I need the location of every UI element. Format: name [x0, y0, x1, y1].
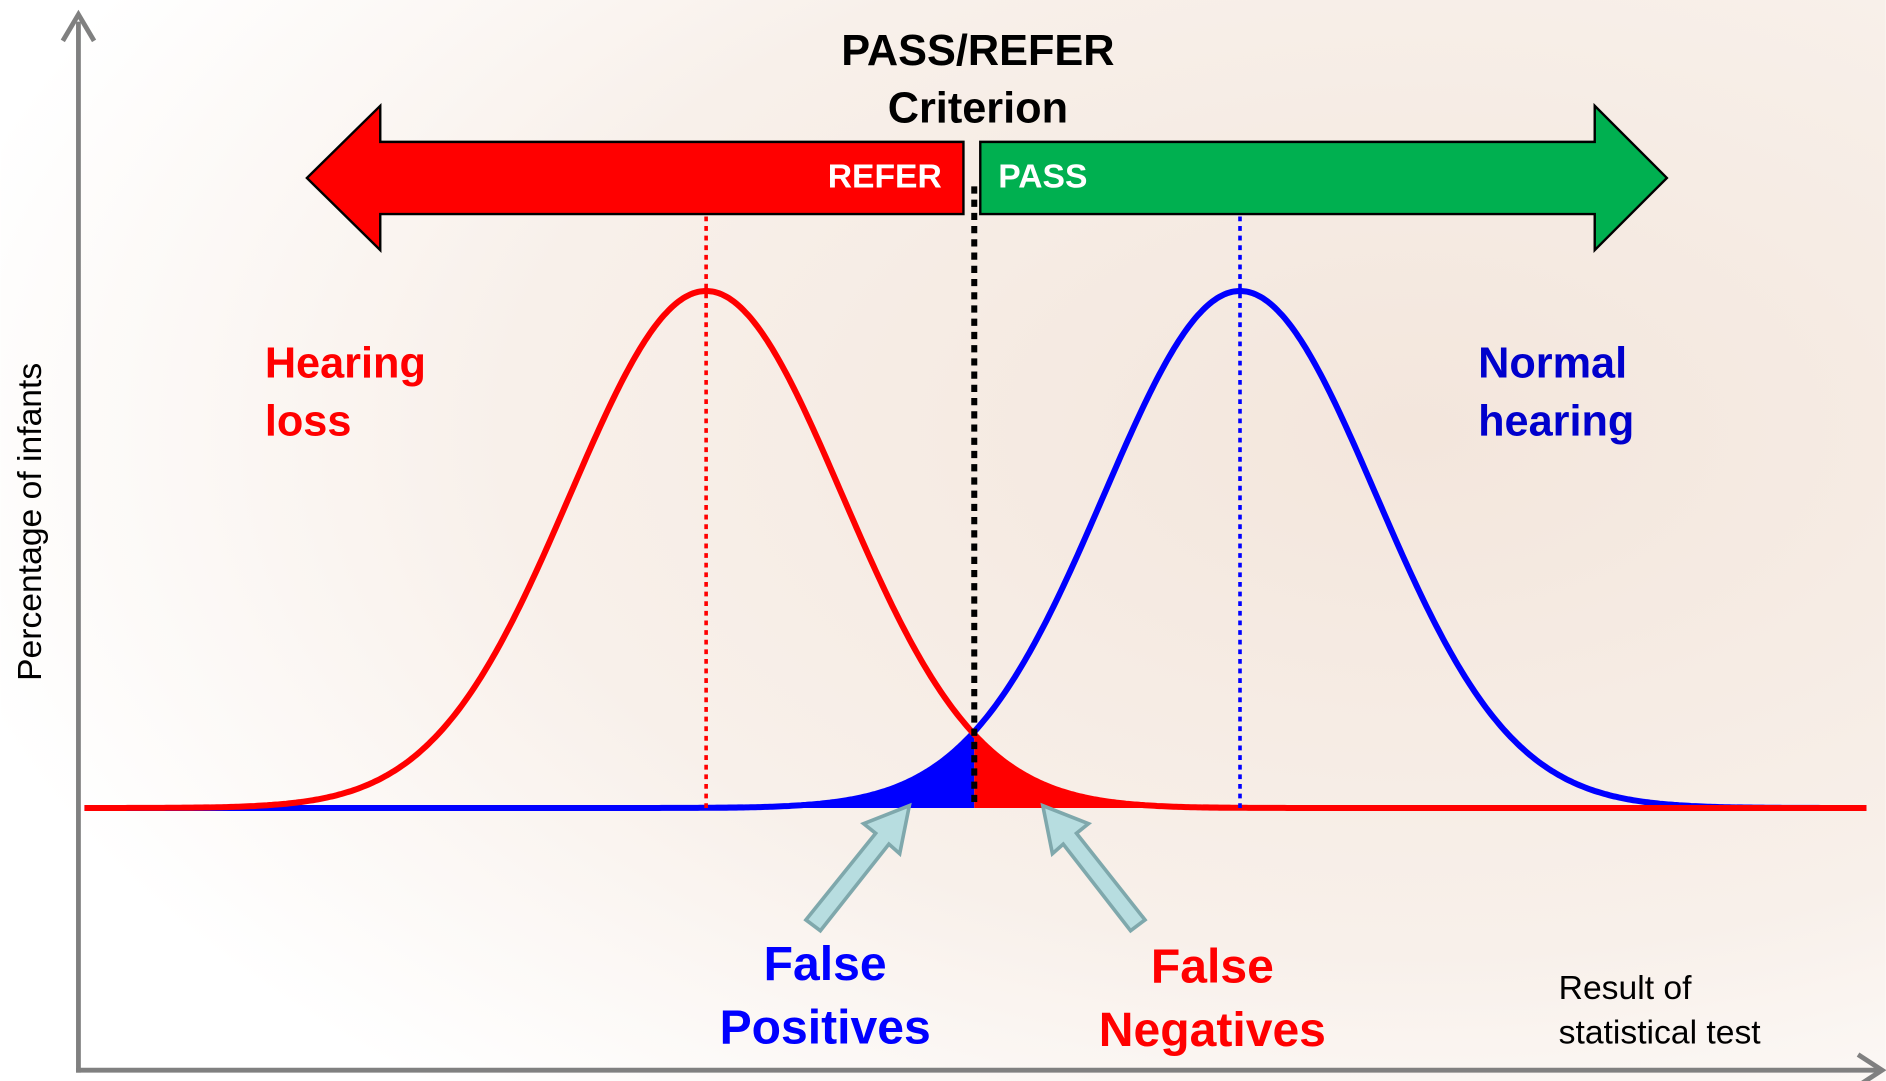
false-negatives-line2: Negatives — [1099, 1003, 1326, 1057]
criterion-line2: Criterion — [888, 85, 1068, 133]
refer-label: REFER — [828, 159, 942, 196]
criterion-line1: PASS/REFER — [841, 27, 1114, 75]
false-negatives-line1: False — [1151, 939, 1274, 993]
x-axis-label-line2: statistical test — [1559, 1015, 1762, 1052]
y-axis-label: Percentage of infants — [12, 363, 49, 681]
false-positives-line2: Positives — [720, 1001, 931, 1055]
normal-hearing-line2: hearing — [1478, 397, 1634, 445]
x-axis-label-line1: Result of — [1559, 970, 1692, 1007]
hearing-loss-line1: Hearing — [265, 340, 426, 388]
normal-hearing-line1: Normal — [1478, 340, 1627, 388]
diagram: REFER PASS PASS/REFER Criterion Hearing … — [0, 0, 1886, 1081]
pass-label: PASS — [998, 159, 1087, 196]
hearing-loss-line2: loss — [265, 397, 352, 445]
false-positives-line1: False — [764, 937, 887, 991]
